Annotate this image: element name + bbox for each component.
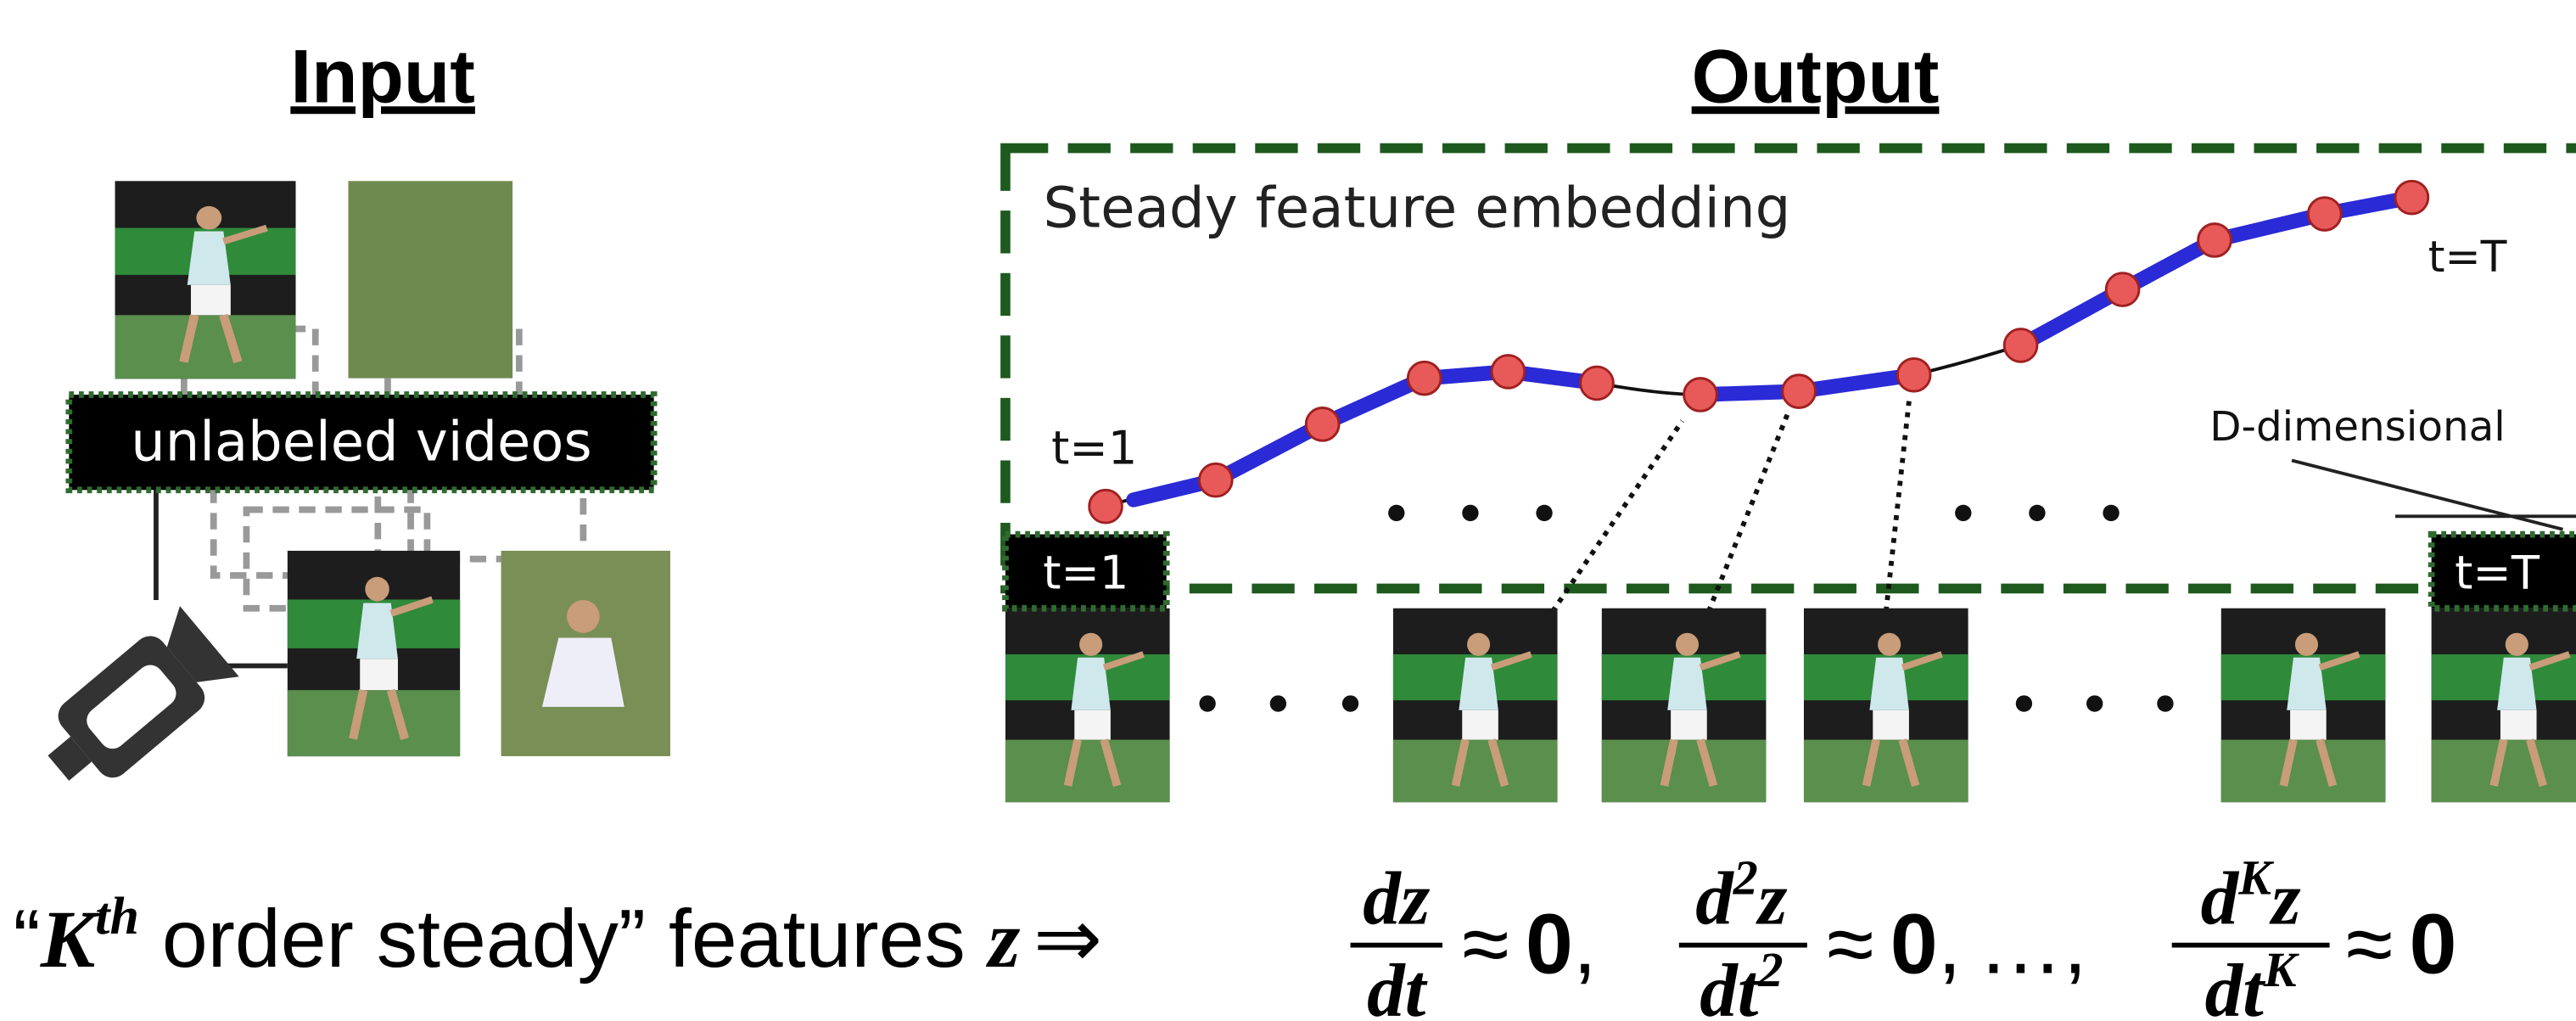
text-part: … xyxy=(1978,897,2064,992)
relation: ≈0 xyxy=(2346,897,2457,992)
text-part: “ xyxy=(13,892,40,985)
text-part: d xyxy=(1695,857,1734,940)
numerator: dKz xyxy=(2201,850,2301,941)
text-part: 0 xyxy=(1890,897,1938,992)
last-frame-label: t=T xyxy=(2455,546,2540,599)
input-heading: Input xyxy=(290,33,475,118)
first-frame-label: t=1 xyxy=(1043,546,1128,599)
output-panel: Steady feature embedding t=1 t=T D-dimen… xyxy=(1005,149,2576,803)
text-part: ≈ xyxy=(2346,897,2393,992)
output-heading: Output xyxy=(1692,33,1940,118)
embedding-title: Steady feature embedding xyxy=(1044,176,1791,241)
text-part: dz xyxy=(1363,857,1431,940)
text-part: K xyxy=(2263,942,2299,997)
text-part: th xyxy=(95,888,139,945)
text-part: 2 xyxy=(1733,850,1758,906)
dimension-label: D-dimensional xyxy=(2209,403,2506,451)
text-part: order steady” features xyxy=(139,892,988,985)
text-part: dt xyxy=(2205,950,2266,1021)
relation: ≈0, xyxy=(1462,897,1597,992)
text-part: ≈ xyxy=(1462,897,1509,992)
text-part: 0 xyxy=(2410,897,2457,992)
text-part: 2 xyxy=(1758,942,1784,997)
text-part: ≈ xyxy=(1827,897,1873,992)
text-part: , xyxy=(1938,897,1962,992)
denominator: dtK xyxy=(2205,942,2299,1021)
relation: ≈0,…, xyxy=(1827,897,2087,992)
text-part: dt xyxy=(1367,950,1428,1021)
text-part: z xyxy=(1756,857,1788,940)
text-part: 0 xyxy=(1526,897,1573,992)
text-part: K xyxy=(40,894,100,985)
text-part: K xyxy=(2237,850,2274,906)
text-part: ⇒ xyxy=(1033,892,1102,985)
text-part: z xyxy=(986,894,1021,985)
text-part: d xyxy=(2201,857,2240,940)
text-part: z xyxy=(2269,857,2301,940)
start-label: t=1 xyxy=(1051,421,1137,474)
input-videos: unlabeled videos xyxy=(29,181,670,803)
text-part: , xyxy=(2064,897,2087,992)
figure: Input Output unlabeled videos Steady fea… xyxy=(0,0,2576,1021)
text-part: , xyxy=(1573,897,1597,992)
text-part: dt xyxy=(1700,950,1761,1021)
camera-icon xyxy=(29,606,239,803)
equation-text: “Kth order steady” features z⇒ xyxy=(13,888,1101,985)
videos-label: unlabeled videos xyxy=(131,411,591,474)
denominator: dt2 xyxy=(1700,942,1783,1021)
denominator: dt xyxy=(1367,950,1428,1021)
equation: “Kth order steady” features z⇒ dz dt ≈0,… xyxy=(13,850,2456,1021)
end-label: t=T xyxy=(2428,232,2507,282)
numerator: dz xyxy=(1363,857,1431,940)
numerator: d2z xyxy=(1695,850,1788,941)
